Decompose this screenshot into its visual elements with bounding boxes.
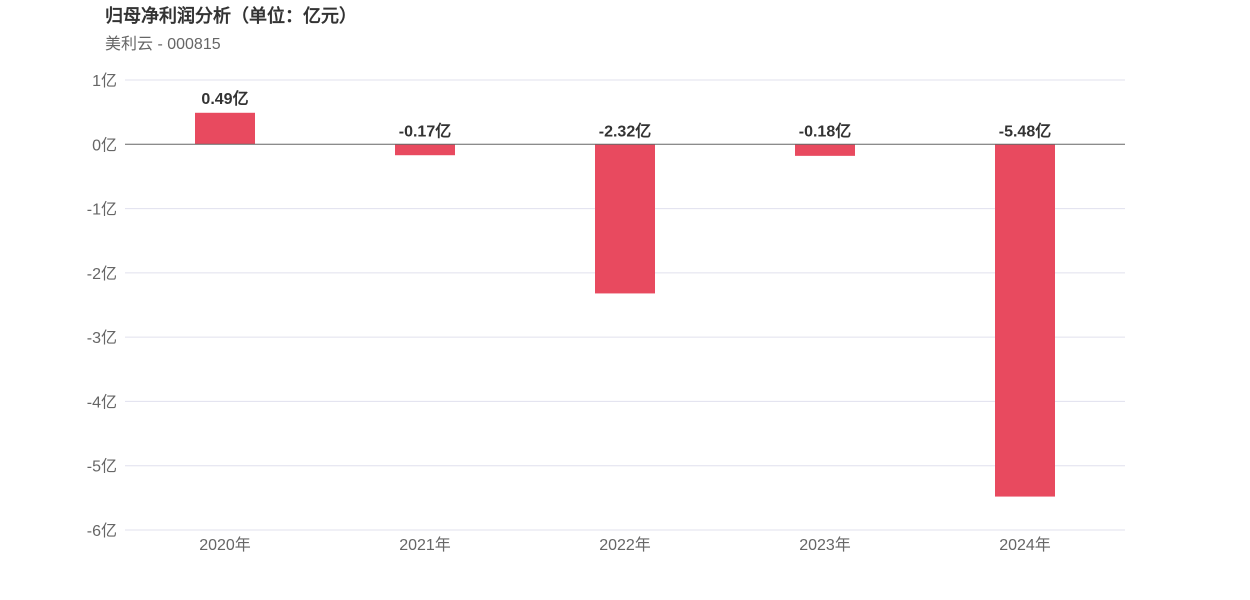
- x-axis: 2020年 2021年 2022年 2023年 2024年: [199, 536, 1051, 554]
- data-labels: 0.49亿 -0.17亿 -2.32亿 -0.18亿 -5.48亿: [201, 89, 1051, 141]
- chart-subtitle: 美利云 - 000815: [105, 36, 221, 53]
- y-tick-label: -2亿: [87, 265, 117, 283]
- y-axis: 1亿 0亿 -1亿 -2亿 -3亿 -4亿 -5亿 -6亿: [87, 72, 117, 540]
- bar: [595, 144, 655, 294]
- data-label: -2.32亿: [599, 121, 651, 140]
- grid-layer: [125, 79, 1125, 531]
- x-tick-label: 2021年: [399, 536, 451, 554]
- y-tick-label: -6亿: [87, 522, 117, 540]
- chart-title: 归母净利润分析（单位：亿元）: [105, 6, 357, 26]
- data-label: -5.48亿: [999, 121, 1051, 140]
- x-tick-label: 2020年: [199, 536, 251, 554]
- y-tick-label: -3亿: [87, 329, 117, 347]
- y-tick-label: -1亿: [87, 201, 117, 219]
- bar: [395, 144, 455, 156]
- x-tick-label: 2024年: [999, 536, 1051, 554]
- y-tick-label: 1亿: [92, 72, 117, 90]
- y-tick-label: 0亿: [92, 136, 117, 154]
- bars: [195, 112, 1055, 497]
- y-tick-label: -5亿: [87, 458, 117, 476]
- data-label: -0.17亿: [399, 121, 451, 140]
- data-label: 0.49亿: [201, 89, 248, 108]
- bar: [195, 112, 255, 145]
- x-tick-label: 2022年: [599, 536, 651, 554]
- x-tick-label: 2023年: [799, 536, 851, 554]
- data-label: -0.18亿: [799, 121, 851, 140]
- bar: [795, 144, 855, 156]
- y-tick-label: -4亿: [87, 393, 117, 411]
- bar: [995, 144, 1055, 497]
